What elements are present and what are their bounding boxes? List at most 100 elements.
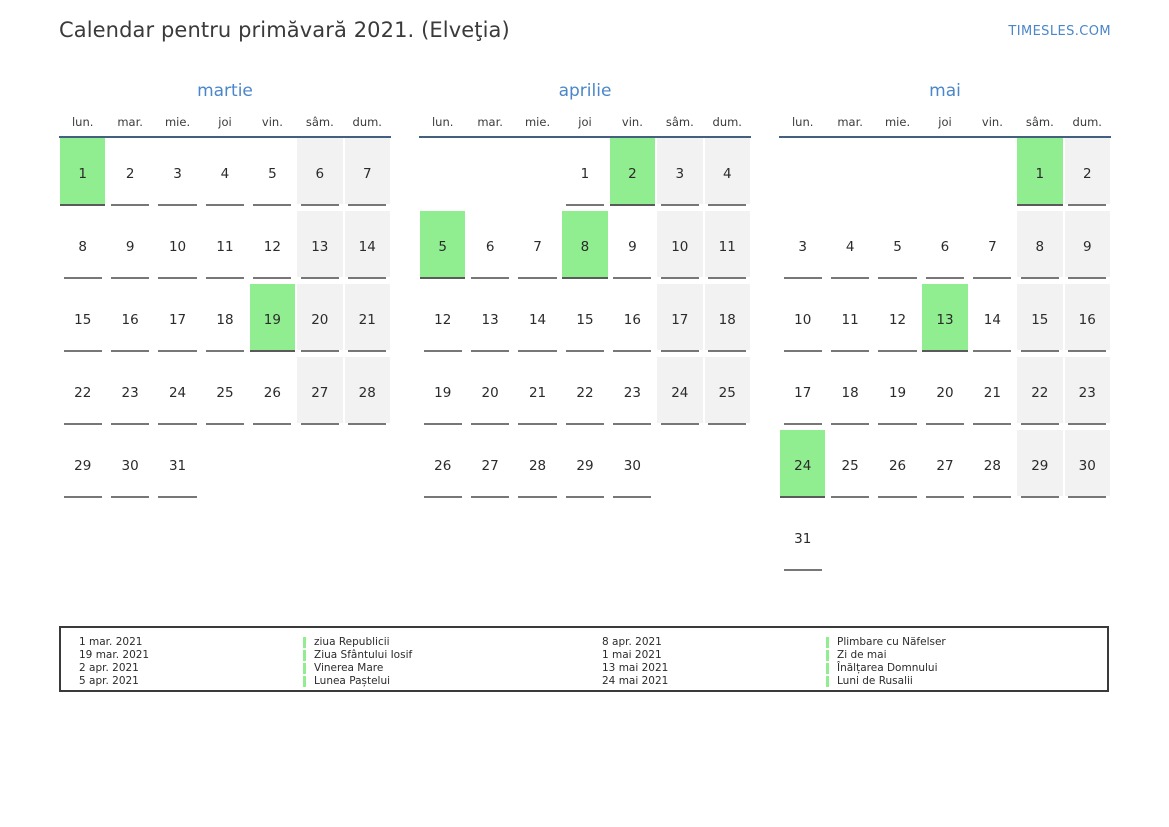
day-cell[interactable]: 9	[1064, 211, 1110, 284]
day-cell[interactable]: 8	[562, 211, 608, 284]
day-cell[interactable]: 16	[1064, 284, 1110, 357]
day-cell[interactable]: 5	[250, 138, 295, 211]
day-cell[interactable]: 26	[250, 357, 295, 430]
day-cell[interactable]: 12	[250, 211, 295, 284]
day-cell[interactable]: 14	[515, 284, 560, 357]
day-cell[interactable]: 21	[970, 357, 1015, 430]
brand-logo[interactable]: TIMESLES.COM	[1008, 24, 1111, 39]
weekday-label: mie.	[164, 115, 191, 129]
day-cell-underline	[783, 350, 822, 352]
day-cell[interactable]: 27	[467, 430, 512, 503]
day-cell[interactable]: 13	[467, 284, 512, 357]
day-cell[interactable]: 10	[155, 211, 200, 284]
day-number: 18	[841, 384, 859, 401]
day-cell[interactable]: 21	[515, 357, 560, 430]
day-cell[interactable]: 12	[875, 284, 920, 357]
day-cell[interactable]: 4	[202, 138, 247, 211]
day-cell[interactable]: 29	[60, 430, 105, 503]
day-cell[interactable]: 7	[970, 211, 1015, 284]
day-cell[interactable]: 19	[875, 357, 920, 430]
day-cell[interactable]: 8	[60, 211, 105, 284]
day-cell[interactable]: 14	[344, 211, 390, 284]
day-cell[interactable]: 27	[297, 357, 343, 430]
day-cell[interactable]: 13	[297, 211, 343, 284]
day-number: 17	[168, 311, 187, 328]
day-cell[interactable]: 21	[344, 284, 390, 357]
day-cell[interactable]: 10	[657, 211, 703, 284]
day-cell[interactable]: 31	[780, 503, 825, 576]
day-cell[interactable]: 6	[922, 211, 967, 284]
day-cell[interactable]: 22	[60, 357, 105, 430]
day-cell[interactable]: 26	[420, 430, 465, 503]
day-cell[interactable]: 6	[297, 138, 343, 211]
day-cell[interactable]: 14	[970, 284, 1015, 357]
day-cell[interactable]: 13	[922, 284, 968, 357]
day-cell[interactable]: 27	[922, 430, 967, 503]
day-cell[interactable]: 22	[562, 357, 607, 430]
day-cell[interactable]: 2	[609, 138, 656, 211]
day-cell[interactable]: 28	[515, 430, 560, 503]
day-cell[interactable]: 1	[1017, 138, 1063, 211]
day-cell[interactable]: 24	[780, 430, 826, 503]
day-cell[interactable]: 2	[107, 138, 152, 211]
day-cell[interactable]: 1	[60, 138, 106, 211]
day-cell[interactable]: 7	[344, 138, 390, 211]
day-cell[interactable]: 28	[344, 357, 390, 430]
day-cell[interactable]: 3	[155, 138, 200, 211]
day-cell[interactable]: 16	[610, 284, 655, 357]
day-cell[interactable]: 30	[1064, 430, 1110, 503]
day-cell[interactable]: 4	[827, 211, 872, 284]
day-cell[interactable]: 24	[657, 357, 703, 430]
day-cell[interactable]: 9	[107, 211, 152, 284]
day-cell[interactable]: 7	[515, 211, 560, 284]
day-cell[interactable]: 29	[562, 430, 607, 503]
day-cell[interactable]: 17	[780, 357, 825, 430]
day-cell-underline	[660, 277, 699, 279]
day-cell[interactable]: 12	[420, 284, 465, 357]
day-cell[interactable]: 5	[420, 211, 466, 284]
day-cell[interactable]: 25	[827, 430, 872, 503]
day-cell[interactable]: 23	[107, 357, 152, 430]
day-cell[interactable]: 11	[827, 284, 872, 357]
day-cell[interactable]: 23	[1064, 357, 1110, 430]
weekday-label: joi	[578, 115, 592, 129]
day-cell[interactable]: 3	[780, 211, 825, 284]
day-cell[interactable]: 25	[202, 357, 247, 430]
legend-date: 19 mar. 2021	[79, 649, 150, 661]
day-cell[interactable]: 2	[1064, 138, 1110, 211]
day-cell[interactable]: 20	[467, 357, 512, 430]
day-cell[interactable]: 17	[657, 284, 703, 357]
day-cell[interactable]: 18	[704, 284, 750, 357]
day-cell[interactable]: 30	[610, 430, 655, 503]
day-cell[interactable]: 17	[155, 284, 200, 357]
day-cell[interactable]: 9	[610, 211, 655, 284]
day-cell[interactable]: 26	[875, 430, 920, 503]
day-cell[interactable]: 20	[297, 284, 343, 357]
day-cell[interactable]: 18	[202, 284, 247, 357]
day-cell[interactable]: 15	[1017, 284, 1063, 357]
day-cell[interactable]: 5	[875, 211, 920, 284]
day-cell[interactable]: 31	[155, 430, 200, 503]
day-cell[interactable]: 20	[922, 357, 967, 430]
day-cell[interactable]: 11	[704, 211, 750, 284]
day-cell[interactable]: 10	[780, 284, 825, 357]
day-cell[interactable]: 15	[562, 284, 607, 357]
day-cell[interactable]: 19	[420, 357, 465, 430]
day-cell[interactable]: 4	[704, 138, 750, 211]
day-cell[interactable]: 8	[1017, 211, 1063, 284]
day-cell[interactable]: 28	[970, 430, 1015, 503]
day-cell[interactable]: 15	[60, 284, 105, 357]
day-cell[interactable]: 6	[467, 211, 512, 284]
day-cell[interactable]: 29	[1017, 430, 1063, 503]
day-cell[interactable]: 3	[657, 138, 703, 211]
day-cell[interactable]: 30	[107, 430, 152, 503]
day-cell[interactable]: 24	[155, 357, 200, 430]
day-cell[interactable]: 22	[1017, 357, 1063, 430]
day-cell[interactable]: 18	[827, 357, 872, 430]
day-cell[interactable]: 1	[562, 138, 607, 211]
day-cell[interactable]: 19	[249, 284, 296, 357]
day-cell[interactable]: 11	[202, 211, 247, 284]
day-cell[interactable]: 16	[107, 284, 152, 357]
day-cell[interactable]: 23	[610, 357, 655, 430]
day-cell[interactable]: 25	[704, 357, 750, 430]
